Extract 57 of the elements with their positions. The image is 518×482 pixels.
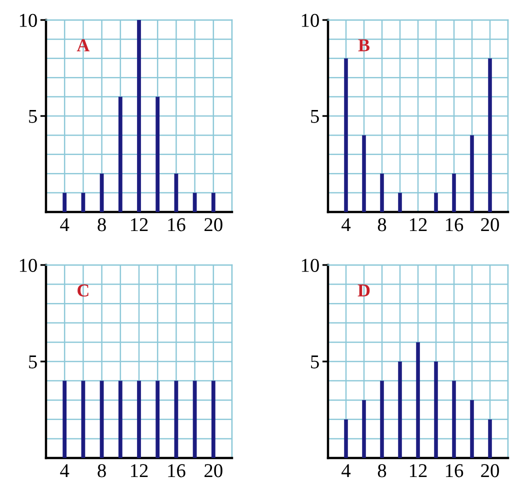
y-tick-label: 5 bbox=[29, 110, 37, 123]
x-tick-label: 20 bbox=[481, 218, 499, 232]
bar bbox=[362, 135, 366, 212]
x-tick-label: 16 bbox=[168, 464, 186, 478]
bar bbox=[398, 192, 402, 212]
x-tick-label: 20 bbox=[481, 464, 499, 478]
annotation: B bbox=[358, 39, 370, 52]
bar bbox=[100, 174, 104, 212]
x-tick-label: 12 bbox=[410, 464, 427, 478]
x-tick-label: 4 bbox=[342, 218, 351, 232]
x-tick-label: 12 bbox=[130, 464, 148, 478]
y-tick-label: 10 bbox=[20, 258, 37, 272]
bar bbox=[398, 362, 402, 458]
bar bbox=[470, 135, 474, 212]
bar bbox=[344, 58, 348, 212]
x-tick-label: 20 bbox=[204, 218, 222, 232]
x-tick-label: 12 bbox=[130, 218, 148, 232]
y-tick-label: 10 bbox=[302, 258, 319, 272]
annotation: D bbox=[358, 284, 370, 296]
bar bbox=[416, 342, 420, 458]
x-tick-label: 8 bbox=[98, 218, 106, 232]
annotation: A bbox=[76, 39, 90, 52]
bar bbox=[118, 96, 122, 212]
x-tick-label: 20 bbox=[204, 464, 222, 478]
bar bbox=[174, 174, 178, 212]
x-tick-label: 16 bbox=[446, 464, 464, 478]
x-tick-label: 4 bbox=[60, 464, 70, 478]
annotation: C bbox=[78, 284, 88, 297]
bar bbox=[452, 380, 456, 458]
bar bbox=[156, 96, 160, 212]
bar bbox=[62, 192, 67, 212]
x-tick-label: 12 bbox=[410, 218, 427, 232]
bar bbox=[380, 174, 384, 212]
bar bbox=[488, 58, 492, 212]
bar bbox=[452, 174, 456, 212]
bar bbox=[434, 192, 438, 212]
x-tick-label: 4 bbox=[60, 218, 70, 232]
x-tick-label: 4 bbox=[342, 464, 351, 478]
bar bbox=[344, 419, 348, 458]
bar bbox=[488, 419, 492, 458]
y-tick-label: 5 bbox=[311, 356, 319, 368]
y-tick-label: 5 bbox=[311, 110, 319, 123]
bar bbox=[192, 192, 197, 212]
bar bbox=[470, 400, 474, 458]
bar bbox=[362, 400, 366, 458]
x-tick-label: 16 bbox=[168, 218, 186, 232]
y-tick-label: 10 bbox=[20, 14, 37, 27]
bar bbox=[434, 362, 438, 458]
bar bbox=[81, 192, 86, 212]
y-tick-label: 10 bbox=[302, 14, 319, 27]
x-tick-label: 8 bbox=[378, 218, 386, 232]
x-tick-label: 8 bbox=[98, 464, 106, 478]
x-tick-label: 8 bbox=[378, 464, 386, 478]
x-tick-label: 16 bbox=[446, 218, 464, 232]
y-tick-label: 5 bbox=[29, 356, 37, 368]
bar bbox=[211, 192, 216, 212]
bar bbox=[380, 380, 384, 458]
